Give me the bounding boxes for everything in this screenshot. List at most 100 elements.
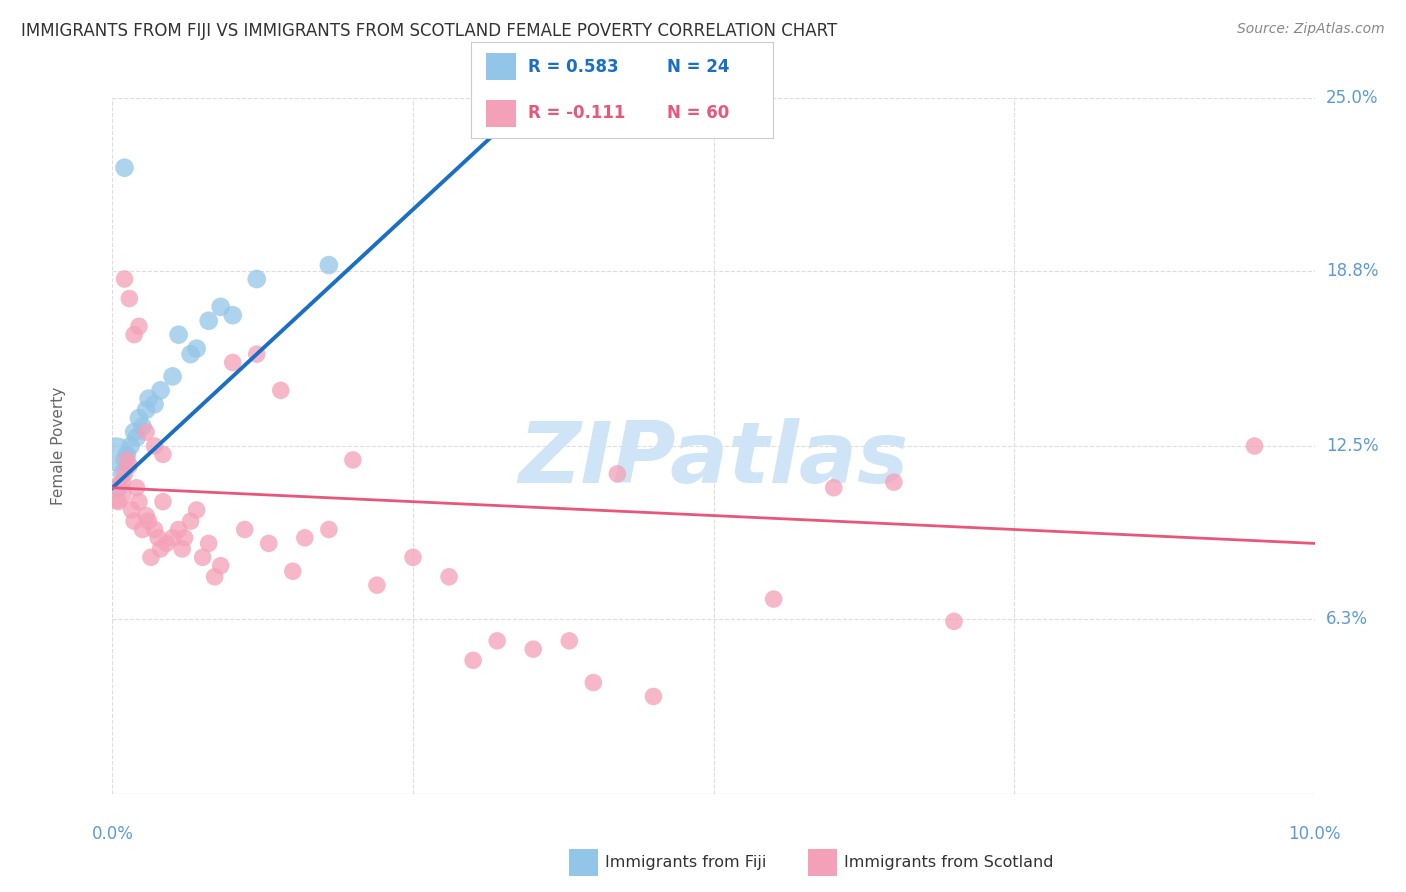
Point — [105, 447, 128, 461]
Point — [155, 536, 177, 550]
Point — [318, 523, 340, 537]
Point — [131, 523, 153, 537]
Point — [152, 494, 174, 508]
Point — [172, 541, 194, 556]
Point — [180, 514, 202, 528]
Text: Immigrants from Fiji: Immigrants from Fiji — [605, 855, 766, 870]
Text: 12.5%: 12.5% — [1326, 437, 1378, 455]
Point — [191, 550, 214, 565]
Point — [111, 475, 134, 490]
Point — [246, 347, 269, 361]
Point — [125, 481, 148, 495]
Point — [167, 327, 190, 342]
Point — [558, 633, 581, 648]
Point — [222, 355, 245, 369]
Point — [149, 384, 172, 398]
Point — [122, 514, 145, 528]
Point — [318, 258, 340, 272]
Point — [131, 419, 153, 434]
Point — [437, 570, 460, 584]
Point — [107, 494, 129, 508]
Bar — [486, 100, 516, 127]
Point — [143, 439, 166, 453]
Point — [366, 578, 388, 592]
Point — [486, 633, 509, 648]
Point — [461, 653, 484, 667]
Point — [197, 536, 219, 550]
Point — [522, 642, 544, 657]
Point — [121, 503, 143, 517]
Point — [233, 523, 256, 537]
Point — [135, 402, 157, 417]
Text: N = 60: N = 60 — [668, 104, 730, 122]
Point — [138, 514, 160, 528]
Text: ZIPatlas: ZIPatlas — [519, 418, 908, 501]
Point — [146, 531, 169, 545]
Point — [762, 592, 785, 607]
Point — [118, 292, 141, 306]
Point — [270, 384, 292, 398]
Text: 6.3%: 6.3% — [1326, 609, 1368, 628]
Point — [114, 453, 136, 467]
Point — [118, 458, 141, 473]
Point — [128, 411, 150, 425]
Point — [128, 319, 150, 334]
Point — [246, 272, 269, 286]
Point — [152, 447, 174, 461]
Point — [204, 570, 226, 584]
Point — [197, 314, 219, 328]
Point — [942, 615, 965, 629]
Point — [180, 347, 202, 361]
Point — [122, 327, 145, 342]
Text: R = -0.111: R = -0.111 — [529, 104, 626, 122]
Point — [209, 558, 232, 573]
Point — [120, 439, 142, 453]
Text: Immigrants from Scotland: Immigrants from Scotland — [844, 855, 1053, 870]
Bar — [486, 54, 516, 80]
Text: N = 24: N = 24 — [668, 58, 730, 76]
Point — [105, 486, 128, 500]
Text: 0.0%: 0.0% — [91, 825, 134, 843]
Point — [606, 467, 628, 481]
Text: R = 0.583: R = 0.583 — [529, 58, 619, 76]
Point — [143, 397, 166, 411]
Point — [582, 675, 605, 690]
Point — [135, 425, 157, 439]
Point — [823, 481, 845, 495]
Text: 25.0%: 25.0% — [1326, 89, 1378, 107]
Point — [114, 161, 136, 175]
Point — [173, 531, 195, 545]
Point — [294, 531, 316, 545]
Point — [128, 494, 150, 508]
Point — [143, 523, 166, 537]
Point — [122, 425, 145, 439]
Point — [135, 508, 157, 523]
Point — [209, 300, 232, 314]
Point — [114, 272, 136, 286]
Point — [222, 308, 245, 322]
Point — [107, 481, 129, 495]
Point — [125, 431, 148, 445]
Text: IMMIGRANTS FROM FIJI VS IMMIGRANTS FROM SCOTLAND FEMALE POVERTY CORRELATION CHAR: IMMIGRANTS FROM FIJI VS IMMIGRANTS FROM … — [21, 22, 838, 40]
Point — [186, 503, 208, 517]
Point — [1243, 439, 1265, 453]
Point — [281, 564, 304, 578]
Point — [139, 550, 162, 565]
Point — [342, 453, 364, 467]
Text: 18.8%: 18.8% — [1326, 261, 1378, 280]
Point — [643, 690, 665, 704]
Point — [162, 369, 184, 384]
Point — [257, 536, 280, 550]
Point — [883, 475, 905, 490]
Point — [149, 541, 172, 556]
Text: Female Poverty: Female Poverty — [51, 387, 66, 505]
Point — [138, 392, 160, 406]
Point — [115, 453, 138, 467]
Point — [115, 447, 138, 461]
Point — [167, 523, 190, 537]
Point — [114, 467, 136, 481]
Point — [186, 342, 208, 356]
Text: Source: ZipAtlas.com: Source: ZipAtlas.com — [1237, 22, 1385, 37]
Point — [162, 531, 184, 545]
Point — [402, 550, 425, 565]
